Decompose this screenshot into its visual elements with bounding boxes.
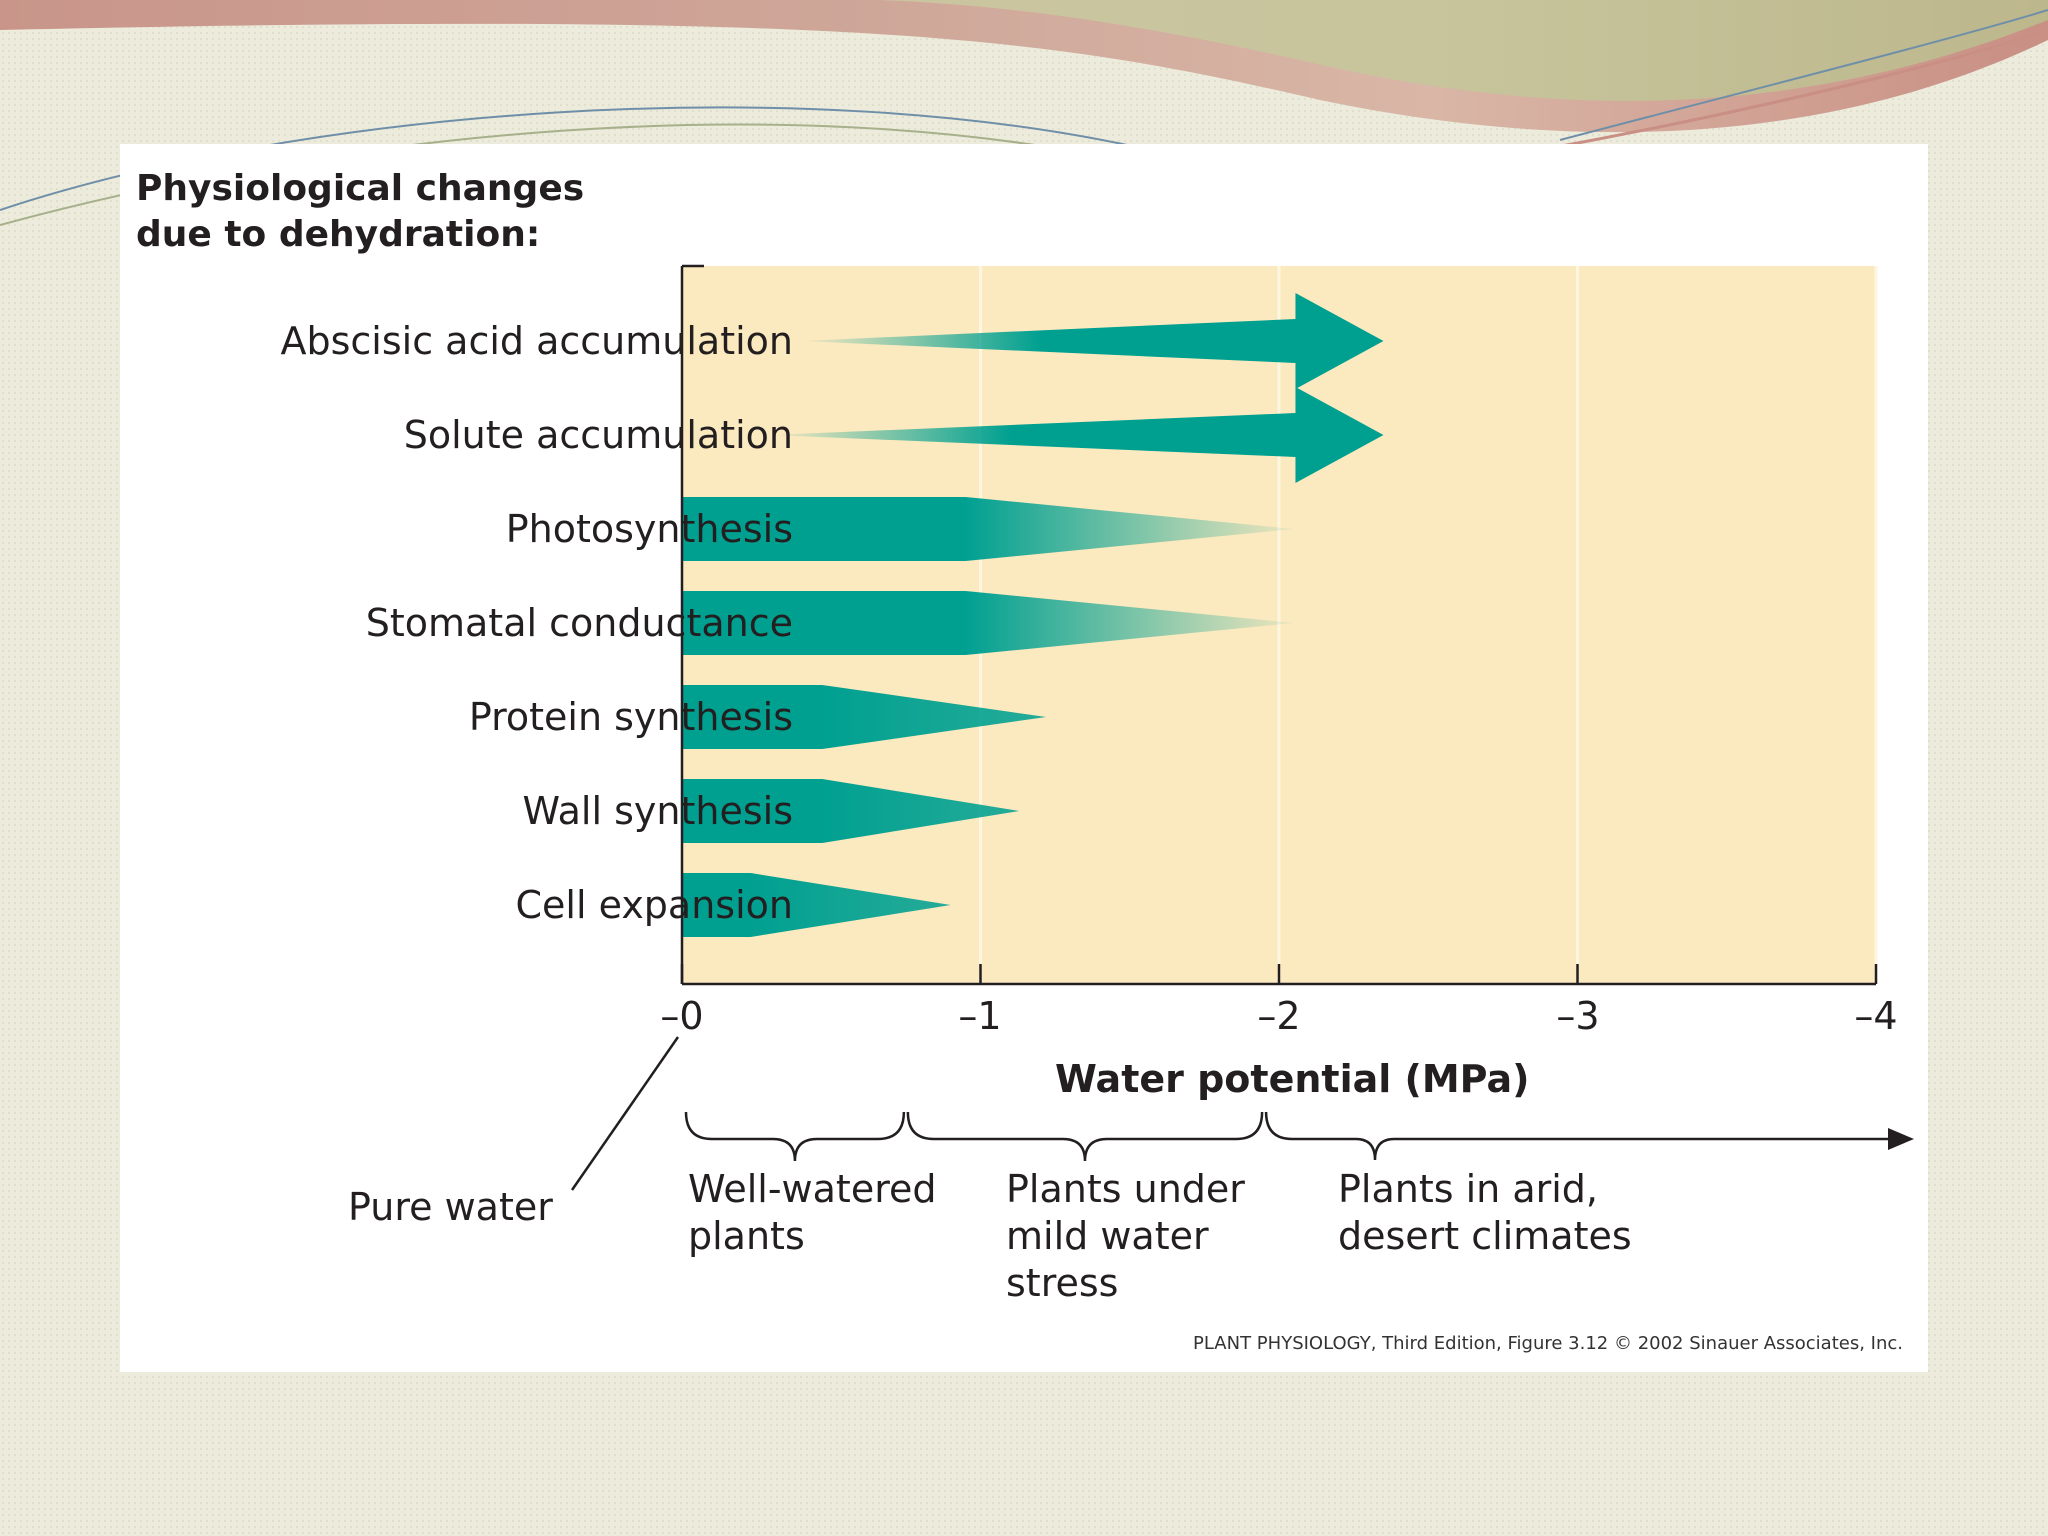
tick-label-1: –1 xyxy=(958,994,1002,1038)
zone-label-mild-stress: Plants under mild water stress xyxy=(1006,1167,1245,1305)
figure-panel: Physiological changes due to dehydration… xyxy=(120,144,1928,1372)
zone-label-well-watered: Well-watered plants xyxy=(688,1167,937,1258)
bar-wall-synthesis xyxy=(682,779,1020,843)
bar-photosynthesis xyxy=(682,497,1294,561)
arid-arrow-line xyxy=(1264,1111,1890,1161)
row-label-protein: Protein synthesis xyxy=(468,695,793,739)
row-label-abscisic-acid: Abscisic acid accumulation xyxy=(280,319,793,363)
brace-mild-stress xyxy=(906,1111,1264,1162)
top-swoosh-green xyxy=(880,0,2048,101)
row-label-stomatal: Stomatal conductance xyxy=(365,601,793,645)
brace-well-watered xyxy=(684,1111,906,1162)
tick-label-3: –3 xyxy=(1556,994,1600,1038)
bar-protein-synthesis xyxy=(682,685,1047,749)
pure-water-pointer xyxy=(570,1036,680,1191)
zone-label-pure-water: Pure water xyxy=(348,1185,553,1229)
arrow-solute-accumulation xyxy=(771,387,1384,483)
tick-label-0: –0 xyxy=(660,994,704,1038)
row-label-photosynthesis: Photosynthesis xyxy=(505,507,793,551)
bar-stomatal-conductance xyxy=(682,591,1294,655)
x-axis-title: Water potential (MPa) xyxy=(1055,1057,1530,1101)
figure-credit: PLANT PHYSIOLOGY, Third Edition, Figure … xyxy=(1193,1333,1903,1354)
row-label-wall: Wall synthesis xyxy=(522,789,793,833)
bar-cell-expansion xyxy=(682,873,951,937)
row-label-solute: Solute accumulation xyxy=(403,413,793,457)
zone-label-arid: Plants in arid, desert climates xyxy=(1338,1167,1632,1258)
row-label-cell-expansion: Cell expansion xyxy=(515,883,794,927)
tick-label-2: –2 xyxy=(1257,994,1301,1038)
swoosh-line-3 xyxy=(1559,9,2048,141)
arid-arrow-head xyxy=(1888,1128,1914,1150)
tick-label-4: –4 xyxy=(1854,994,1898,1038)
figure-title-line-2: due to dehydration: xyxy=(136,214,541,255)
arrow-abscisic-acid-accumulation xyxy=(801,293,1384,389)
swoosh-line-4 xyxy=(1539,28,2048,152)
dehydration-chart xyxy=(570,264,1914,1191)
figure-title-line-1: Physiological changes xyxy=(136,168,585,209)
